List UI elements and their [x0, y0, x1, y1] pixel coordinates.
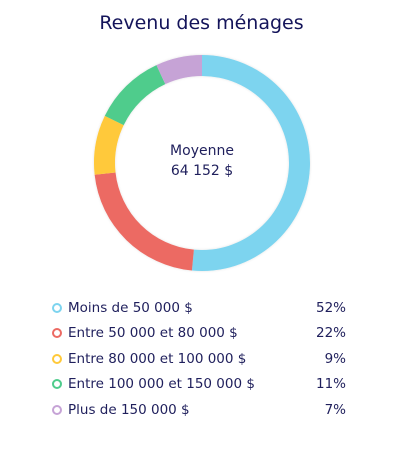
legend-item-5[interactable]: Plus de 150 000 $ 7%	[52, 397, 346, 423]
legend-value: 9%	[324, 350, 346, 367]
legend-item-1[interactable]: Moins de 50 000 $ 52%	[52, 295, 346, 321]
legend-marker-icon	[52, 404, 62, 415]
center-average-value: 64 152 $	[170, 163, 234, 179]
donut-chart-svg	[94, 55, 310, 271]
legend-value: 7%	[324, 401, 346, 418]
legend-value: 22%	[315, 325, 346, 342]
donut-slice-2[interactable]	[94, 172, 194, 271]
donut-slice-5[interactable]	[156, 55, 202, 85]
donut-slice-1[interactable]	[191, 55, 310, 271]
legend-marker-icon	[52, 353, 62, 364]
legend-label: Moins de 50 000 $	[68, 299, 193, 316]
legend-label: Entre 100 000 et 150 000 $	[68, 376, 255, 393]
legend-marker-icon	[52, 379, 62, 390]
donut-chart: Moyenne 64 152 $	[92, 53, 312, 273]
legend-item-4[interactable]: Entre 100 000 et 150 000 $ 11%	[52, 372, 346, 398]
chart-legend: Moins de 50 000 $ 52% Entre 50 000 et 80 0…	[52, 295, 346, 423]
chart-title: Revenu des ménages	[99, 12, 304, 34]
legend-marker-icon	[52, 302, 62, 313]
legend-label: Entre 80 000 et 100 000 $	[68, 350, 247, 367]
legend-item-2[interactable]: Entre 50 000 et 80 000 $ 22%	[52, 321, 346, 347]
legend-value: 52%	[315, 299, 346, 316]
legend-item-3[interactable]: Entre 80 000 et 100 000 $ 9%	[52, 346, 346, 372]
center-caption: Moyenne	[170, 143, 234, 159]
donut-slice-3[interactable]	[94, 115, 124, 175]
legend-value: 11%	[315, 376, 346, 393]
legend-marker-icon	[52, 328, 62, 339]
donut-slice-4[interactable]	[104, 65, 166, 126]
legend-label: Entre 50 000 et 80 000 $	[68, 325, 238, 342]
legend-label: Plus de 150 000 $	[68, 401, 190, 418]
